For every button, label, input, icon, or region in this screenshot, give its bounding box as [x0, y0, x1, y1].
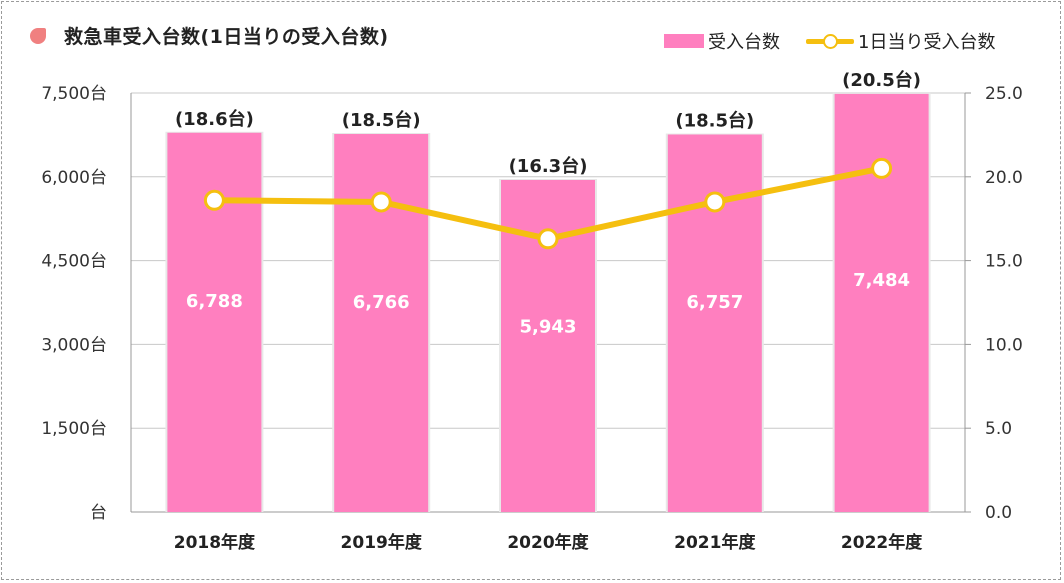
legend-item-bar: 受入台数 [664, 28, 780, 54]
bar-value-label: 7,484 [853, 270, 910, 291]
y-right-tick-label: 20.0 [985, 168, 1023, 188]
legend-item-line: 1日当り受入台数 [806, 28, 995, 54]
legend-bar-label: 受入台数 [708, 32, 780, 53]
chart-legend: 受入台数 1日当り受入台数 [664, 28, 995, 54]
bar-value-label: 6,788 [186, 291, 243, 312]
y-right-tick-label: 5.0 [985, 419, 1012, 439]
bar [334, 134, 429, 512]
line-value-label: (18.5台) [342, 109, 421, 131]
x-tick-label: 2019年度 [341, 532, 423, 553]
y-left-tick-label: 3,000台 [41, 335, 107, 355]
line-value-label: (16.3台) [509, 155, 588, 177]
line-point [537, 228, 559, 250]
bar [667, 134, 762, 513]
line-point [704, 191, 726, 213]
legend-line-label: 1日当り受入台数 [858, 32, 996, 53]
chart-title: 救急車受入台数(1日当りの受入台数) [64, 26, 389, 48]
y-right-tick-label: 25.0 [985, 84, 1023, 104]
x-tick-label: 2018年度 [174, 532, 256, 553]
chart-title-group: 救急車受入台数(1日当りの受入台数) [30, 22, 389, 49]
line-point [203, 189, 225, 211]
y-left-tick-label: 6,000台 [41, 168, 107, 188]
title-marker-icon [30, 27, 46, 44]
line-point [871, 157, 893, 179]
bar [834, 93, 929, 513]
y-left-tick-label: 台 [90, 503, 107, 523]
x-tick-label: 2021年度 [674, 532, 756, 553]
x-tick-label: 2022年度 [841, 532, 923, 553]
y-right-tick-label: 10.0 [985, 335, 1023, 355]
legend-line-swatch-icon [806, 34, 854, 49]
y-left-tick-label: 4,500台 [41, 252, 107, 272]
bar-value-label: 6,766 [353, 292, 410, 313]
line-value-label: (18.5台) [675, 110, 754, 132]
line-value-label: (18.6台) [175, 108, 254, 130]
line-value-label: (20.5台) [842, 69, 921, 91]
bar [167, 132, 262, 512]
bar-value-label: 6,757 [686, 292, 743, 313]
legend-bar-swatch-icon [664, 34, 704, 48]
y-right-tick-label: 15.0 [985, 252, 1023, 272]
bar-value-label: 5,943 [520, 317, 577, 338]
y-left-tick-label: 1,500台 [41, 419, 107, 439]
y-left-tick-label: 7,500台 [41, 84, 107, 104]
x-tick-label: 2020年度 [507, 532, 589, 553]
line-point [370, 191, 392, 213]
y-right-tick-label: 0.0 [985, 503, 1012, 523]
